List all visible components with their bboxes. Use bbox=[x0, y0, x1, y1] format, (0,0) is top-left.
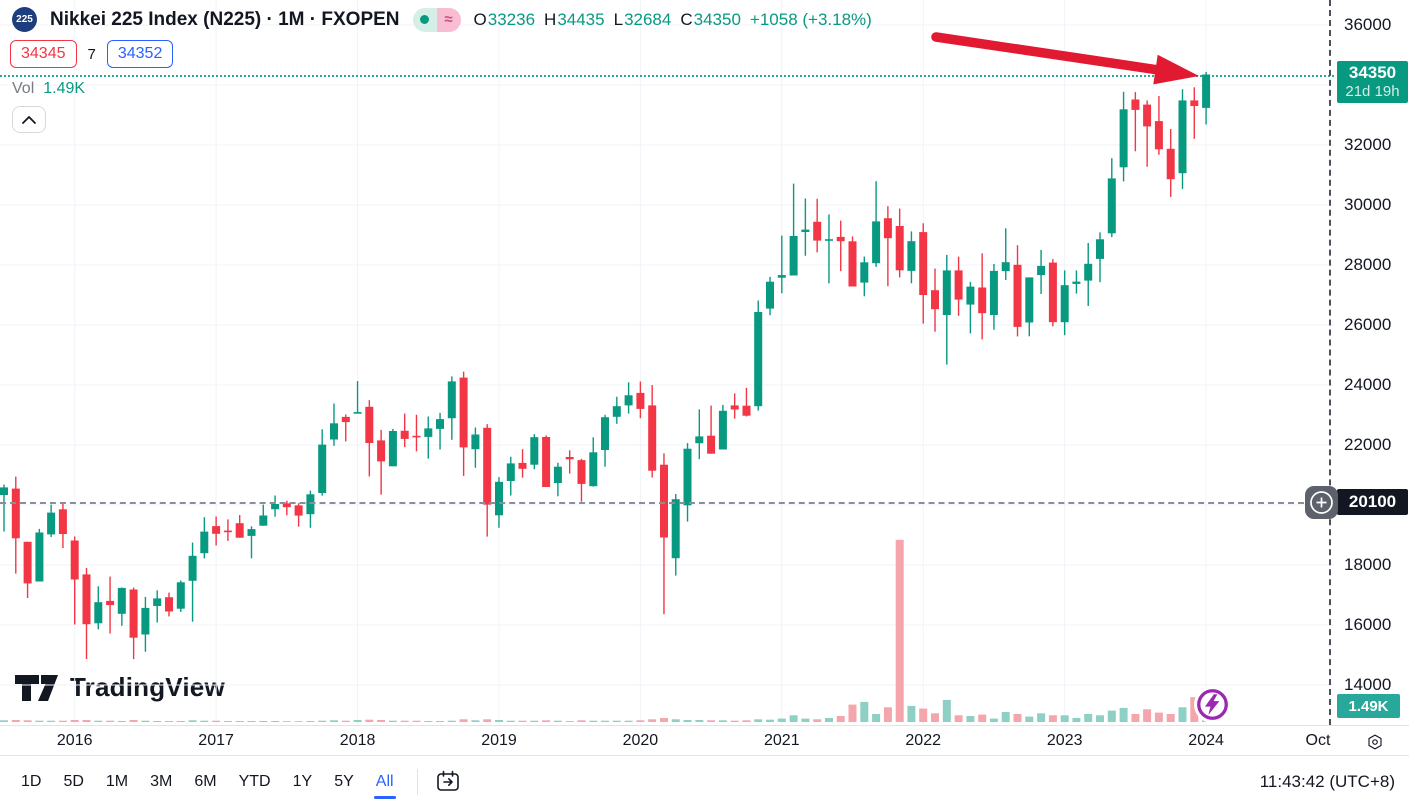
crosshair-horizontal-line bbox=[0, 502, 1304, 504]
toolbar-divider bbox=[416, 768, 418, 795]
time-tick-2018: 2018 bbox=[339, 732, 376, 749]
tradingview-logo-icon bbox=[15, 674, 58, 701]
market-status-pill[interactable]: ≈ bbox=[412, 7, 461, 32]
close-value: 34350 bbox=[693, 9, 741, 29]
chart-area[interactable]: TradingView 225 Nikkei 225 Index (N225) … bbox=[0, 0, 1338, 725]
price-tick-28000: 28000 bbox=[1344, 255, 1392, 274]
change-value: +1058 (+3.18%) bbox=[749, 9, 872, 29]
time-axis[interactable]: 2016 2017 2018 2019 2020 2021 2022 2023 2024 Oct bbox=[0, 725, 1409, 756]
bid-button[interactable]: 34345 bbox=[10, 40, 77, 68]
symbol-badge[interactable]: 225 bbox=[12, 7, 37, 32]
bid-ask-row: 34345 7 34352 bbox=[10, 40, 174, 68]
symbol-title[interactable]: Nikkei 225 Index (N225) · 1M · FXOPEN bbox=[50, 8, 400, 30]
last-price-value: 34350 bbox=[1348, 63, 1397, 82]
time-tick-2022: 2022 bbox=[905, 732, 941, 749]
time-tick-2019: 2019 bbox=[481, 732, 517, 749]
open-label: O bbox=[473, 9, 487, 29]
axis-settings-button[interactable] bbox=[1360, 729, 1390, 755]
collapse-row bbox=[12, 106, 46, 133]
range-button-ytd[interactable]: YTD bbox=[228, 767, 282, 797]
session-clock[interactable]: 11:43:42 (UTC+8) bbox=[1259, 771, 1395, 791]
high-value: 34435 bbox=[557, 9, 605, 29]
close-label: C bbox=[680, 9, 693, 29]
price-tick-36000: 36000 bbox=[1344, 15, 1392, 34]
last-price-label: 34350 21d 19h bbox=[1337, 60, 1408, 103]
time-tick-2016: 2016 bbox=[56, 732, 93, 749]
time-tick-2021: 2021 bbox=[764, 732, 800, 749]
range-button-6m[interactable]: 6M bbox=[183, 767, 227, 797]
range-button-all[interactable]: All bbox=[365, 767, 405, 799]
watermark-text: TradingView bbox=[70, 672, 225, 702]
calendar-icon bbox=[436, 770, 459, 791]
low-label: L bbox=[613, 9, 624, 29]
range-button-1m[interactable]: 1M bbox=[95, 767, 139, 797]
volume-layer bbox=[0, 539, 1211, 723]
price-tick-16000: 16000 bbox=[1344, 615, 1392, 634]
time-tick-2023: 2023 bbox=[1046, 732, 1083, 749]
approx-price-indicator: ≈ bbox=[436, 7, 461, 32]
bar-countdown: 21d 19h bbox=[1345, 83, 1400, 100]
volume-axis-label: 1.49K bbox=[1337, 694, 1400, 718]
range-button-5d[interactable]: 5D bbox=[52, 767, 94, 797]
chevron-up-icon bbox=[22, 115, 36, 124]
crosshair-plus-icon[interactable] bbox=[1305, 486, 1338, 519]
volume-row: Vol 1.49K bbox=[12, 80, 85, 98]
price-tick-22000: 22000 bbox=[1344, 435, 1392, 454]
price-tick-24000: 24000 bbox=[1344, 375, 1392, 394]
price-tick-32000: 32000 bbox=[1344, 135, 1392, 154]
date-range-switcher: 1D 5D 1M 3M 6M YTD 1Y 5Y All bbox=[10, 767, 405, 799]
market-open-indicator bbox=[412, 7, 437, 32]
candlestick-chart bbox=[0, 0, 1334, 725]
go-to-date-button[interactable] bbox=[430, 765, 466, 799]
ask-button[interactable]: 34352 bbox=[106, 40, 174, 68]
price-axis[interactable]: 34350 21d 19h 20100 1.49K 36000 32000 3000… bbox=[1334, 0, 1409, 725]
crosshair-price-label: 20100 bbox=[1337, 489, 1408, 515]
instant-trading-lightning-icon[interactable] bbox=[1194, 686, 1231, 723]
crosshair-vertical-line bbox=[1329, 0, 1331, 725]
volume-value: 1.49K bbox=[43, 80, 86, 97]
price-tick-14000: 14000 bbox=[1344, 675, 1392, 694]
gear-icon bbox=[1368, 734, 1382, 750]
time-tick-2017: 2017 bbox=[198, 732, 234, 749]
range-button-1d[interactable]: 1D bbox=[10, 767, 52, 797]
current-price-dotted-line bbox=[0, 75, 1334, 77]
green-dot-icon bbox=[420, 15, 430, 24]
time-tick-2020: 2020 bbox=[622, 732, 659, 749]
range-button-5y[interactable]: 5Y bbox=[323, 767, 365, 797]
volume-label[interactable]: Vol bbox=[12, 80, 35, 97]
range-button-1y[interactable]: 1Y bbox=[282, 767, 324, 797]
symbol-row: 225 Nikkei 225 Index (N225) · 1M · FXOPE… bbox=[12, 7, 872, 32]
time-tick-2024: 2024 bbox=[1188, 732, 1224, 749]
tradingview-watermark: TradingView bbox=[14, 672, 225, 703]
low-value: 32684 bbox=[624, 9, 672, 29]
spread-value: 7 bbox=[87, 45, 96, 63]
range-button-3m[interactable]: 3M bbox=[139, 767, 183, 797]
bottom-toolbar: 1D 5D 1M 3M 6M YTD 1Y 5Y All 11:43:42 (UTC+8) bbox=[0, 755, 1409, 806]
price-tick-26000: 26000 bbox=[1344, 315, 1392, 334]
price-tick-18000: 18000 bbox=[1344, 555, 1392, 574]
time-tick-oct: Oct bbox=[1305, 732, 1331, 749]
open-value: 33236 bbox=[487, 9, 536, 29]
price-tick-30000: 30000 bbox=[1344, 195, 1392, 214]
ohlc-values: O 33236 H 34435 L 32684 C 34350 +1058 (+3.18… bbox=[474, 10, 872, 30]
high-label: H bbox=[544, 9, 557, 29]
candles-layer bbox=[0, 71, 1211, 660]
collapse-legend-button[interactable] bbox=[12, 106, 46, 133]
